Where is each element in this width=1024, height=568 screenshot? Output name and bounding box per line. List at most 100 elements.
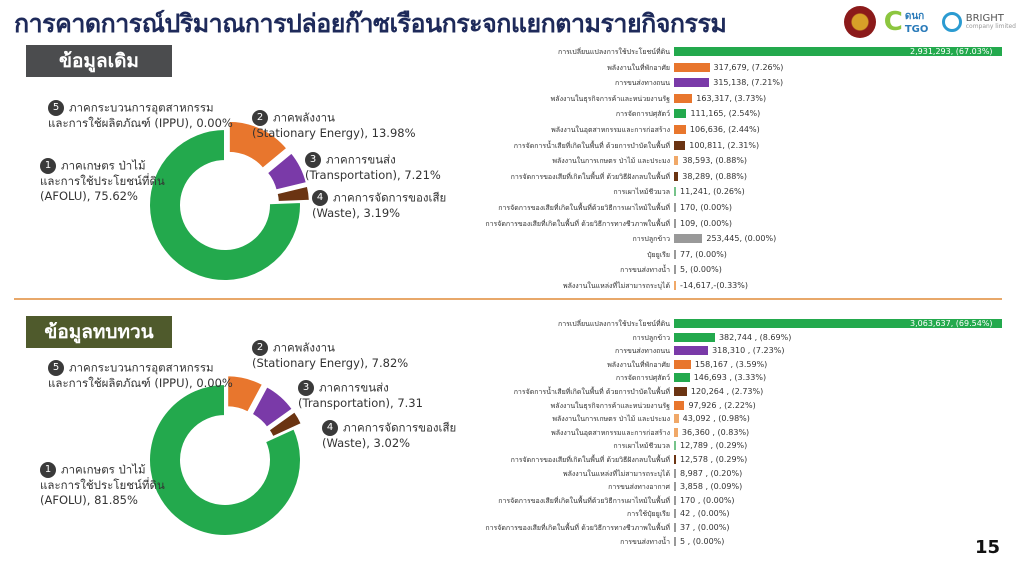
donut-slice-1 — [148, 382, 302, 537]
slice-label-line2: และการใช้ประโยชน์ที่ดิน — [40, 478, 165, 492]
bar-row: พลังงานในอุตสาหกรรมและการก่อสร้าง 36,360 … — [410, 427, 1010, 439]
donut-chart-revised — [148, 375, 304, 537]
bar-category-label: การจัดการน้ำเสียที่เกิดในพื้นที่ ด้วยการ… — [513, 141, 670, 150]
bar — [674, 234, 703, 244]
donut-slice-1 — [148, 127, 302, 282]
annotation-energy: 2 ภาคพลังงาน (Stationary Energy), 7.82% — [252, 340, 408, 371]
bar-category-label: การขนส่งทางอากาศ — [608, 483, 670, 492]
slice-label-line1: ภาคการจัดการของเสีย — [343, 420, 457, 435]
number-badge: 3 — [305, 152, 321, 168]
bar-category-label: การจัดการของเสียที่เกิดในพื้นที่ ด้วยวิธ… — [485, 219, 670, 228]
slice-label-line2: (Stationary Energy), 13.98% — [252, 126, 416, 140]
bar-value-label: 42 , (0.00%) — [680, 509, 730, 519]
bar-row: พลังงานในที่พักอาศัย 158,167 , (3.59%) — [410, 359, 1010, 371]
bar-row: การจัดการของเสียที่เกิดในพื้นที่ด้วยวิธี… — [410, 495, 1010, 507]
annotation-transport: 3 ภาคการขนส่ง (Transportation), 7.31 — [298, 380, 423, 411]
bar-category-label: การปลูกข้าว — [632, 235, 670, 244]
number-badge: 1 — [40, 462, 56, 478]
annotation-afolu: 1 ภาคเกษตร ป่าไม้ และการใช้ประโยชน์ที่ดิน… — [40, 158, 165, 204]
bar-category-label: การขนส่งทางน้ำ — [620, 266, 670, 275]
donut-chart-original — [148, 120, 310, 282]
slice-label-line2: และการใช้ประโยชน์ที่ดิน — [40, 174, 165, 188]
bar-row: การขนส่งทางถนน 315,138, (7.21%) — [410, 77, 1010, 89]
bar-row: การจัดการของเสียที่เกิดในพื้นที่ด้วยวิธี… — [410, 202, 1010, 214]
bar-row: พลังงานในอุตสาหกรรมและการก่อสร้าง 106,636… — [410, 124, 1010, 136]
bar-value-label: 38,289, (0.88%) — [682, 171, 748, 181]
bar — [674, 109, 687, 119]
bar-row: พลังงานในแหล่งที่ไม่สามารถระบุได้ 8,987 ,… — [410, 468, 1010, 480]
donut-slice-3 — [250, 384, 295, 430]
bar — [674, 373, 690, 383]
bar-value-label: 36,360 , (0.83%) — [681, 427, 750, 437]
bar-row: พลังงานในการเกษตร ป่าไม้ และประมง 43,092 … — [410, 413, 1010, 425]
bar — [674, 455, 676, 464]
number-badge: 3 — [298, 380, 314, 396]
bar-value-label: 5 , (0.00%) — [680, 536, 725, 546]
bar-value-label: 170 , (0.00%) — [680, 495, 735, 505]
number-badge: 5 — [48, 100, 64, 116]
bar — [674, 441, 676, 451]
bar-value-label: 317,679, (7.26%) — [713, 62, 784, 72]
bar-value-label: 12,578 , (0.29%) — [680, 455, 748, 464]
bar-value-label: 163,317, (3.73%) — [696, 93, 767, 103]
slice-label-line1: ภาคกระบวนการอุตสาหกรรม — [69, 360, 214, 375]
bar-value-label: 170, (0.00%) — [680, 203, 733, 212]
section-badge-revised: ข้อมูลทบทวน — [26, 316, 172, 348]
donut-slice-2 — [227, 120, 289, 171]
bright-logo: BRIGHT company limited — [941, 12, 1016, 32]
bar-value-label: 43,092 , (0.98%) — [682, 414, 750, 424]
bar-row: การจัดการของเสียที่เกิดในพื้นที่ ด้วยวิธ… — [410, 522, 1010, 534]
slice-label-line1: ภาคเกษตร ป่าไม้ — [61, 158, 146, 173]
bar — [674, 427, 678, 437]
bar-row: การเปลี่ยนแปลงการใช้ประโยชน์ที่ดิน 2,931,… — [410, 46, 1010, 58]
bar-value-label: 158,167 , (3.59%) — [694, 359, 768, 369]
bar-category-label: พลังงานในธุรกิจการค้าและหน่วยงานรัฐ — [550, 94, 670, 103]
bar — [674, 203, 676, 212]
number-badge: 2 — [252, 340, 268, 356]
bar — [674, 387, 687, 396]
bar-category-label: การเผาไหม้ชีวมวล — [613, 188, 670, 197]
bar-category-label: การขนส่งทางถนน — [615, 347, 670, 356]
bar — [674, 47, 1002, 56]
bar — [674, 468, 676, 478]
bar-value-label: 318,310 , (7.23%) — [712, 346, 785, 356]
bar-value-label: 100,811, (2.31%) — [689, 140, 760, 150]
donut-slice-3 — [265, 151, 309, 192]
bar — [674, 523, 676, 532]
bar — [674, 265, 676, 275]
tgo-logo-text: ดนก TGO — [904, 11, 929, 35]
bar — [674, 249, 676, 259]
bar-value-label: 77, (0.00%) — [680, 249, 727, 259]
page-title: การคาดการณ์ปริมาณการปล่อยก๊าซเรือนกระจกแ… — [14, 9, 727, 38]
bar-row: การจัดการของเสียที่เกิดในพื้นที่ ด้วยวิธ… — [410, 171, 1010, 183]
bar-value-label: 37 , (0.00%) — [680, 523, 730, 532]
bar-row: พลังงานในแหล่งที่ไม่สามารถระบุได้ -14,617… — [410, 280, 1010, 292]
bar — [674, 125, 686, 134]
slice-label-line2: (Transportation), 7.31 — [298, 396, 423, 410]
slice-label-line2: และการใช้ผลิตภัณฑ์ (IPPU), 0.00% — [48, 116, 233, 130]
bar-value-label: 109, (0.00%) — [680, 218, 733, 228]
bar-category-label: การจัดการของเสียที่เกิดในพื้นที่ด้วยวิธี… — [498, 496, 670, 505]
bar-row: พลังงานในธุรกิจการค้าและหน่วยงานรัฐ 97,92… — [410, 400, 1010, 412]
c-mark-icon: C — [883, 7, 903, 37]
bar-category-label: การขนส่งทางน้ำ — [620, 537, 670, 546]
slice-label-line2: (Transportation), 7.21% — [305, 168, 441, 182]
bar-value-label: 12,789 , (0.29%) — [680, 441, 748, 451]
bar-row: การจัดการน้ำเสียที่เกิดในพื้นที่ ด้วยการ… — [410, 386, 1010, 398]
section-divider — [14, 298, 1002, 300]
annotation-afolu: 1 ภาคเกษตร ป่าไม้ และการใช้ประโยชน์ที่ดิน… — [40, 462, 165, 508]
bar — [674, 62, 710, 72]
bar-value-label: 5, (0.00%) — [680, 265, 722, 275]
donut-slice-4 — [267, 409, 304, 439]
bar-row: การขนส่งทางน้ำ 5 , (0.00%) — [410, 536, 1010, 548]
bar-value-label: 120,264 , (2.73%) — [690, 387, 764, 396]
bar-category-label: การขนส่งทางถนน — [615, 79, 670, 88]
bar-row: การจัดการปศุสัตว์ 146,693 , (3.33%) — [410, 372, 1010, 384]
bar-value-label: 97,926 , (2.22%) — [688, 400, 756, 410]
slice-label-line2: (Waste), 3.02% — [322, 436, 411, 450]
bar — [674, 414, 679, 424]
bar-value-label: 3,063,637, (69.54%) — [910, 319, 993, 328]
slice-label-line1: ภาคพลังงาน — [273, 110, 335, 125]
bar — [674, 332, 715, 342]
bar-row: การขนส่งทางอากาศ 3,858 , (0.09%) — [410, 481, 1010, 493]
